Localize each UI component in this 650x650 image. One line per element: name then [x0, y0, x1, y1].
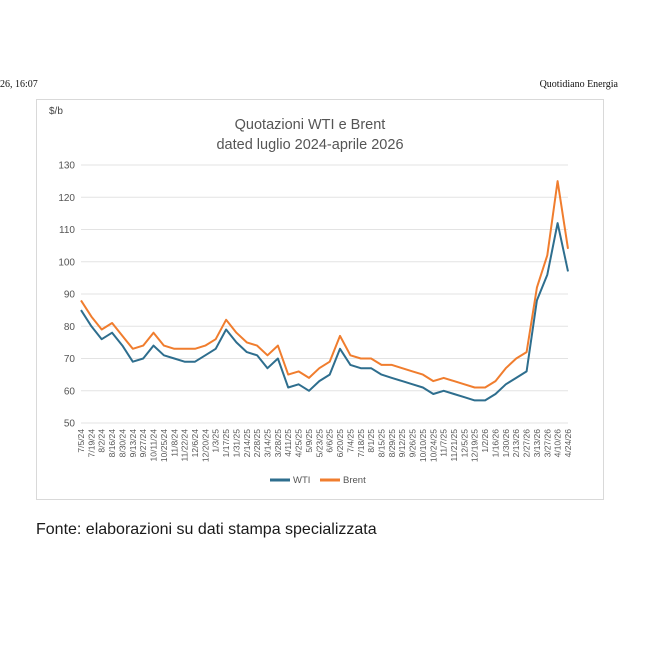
source-caption: Fonte: elaborazioni su dati stampa speci… — [36, 521, 377, 538]
x-axis-ticks: 7/5/24 7/19/24 8/2/24 8/16/24 8/30/24 9/13/24… — [76, 429, 573, 462]
x-tick-label: 1/16/26 — [490, 429, 500, 458]
series-line-wti — [80, 222, 569, 402]
y-tick-label: 60 — [64, 386, 76, 397]
x-tick-label: 2/27/26 — [522, 429, 532, 458]
x-tick-label: 7/4/25 — [345, 429, 355, 453]
x-tick-label: 3/14/25 — [263, 429, 273, 458]
x-tick-label: 8/16/24 — [107, 429, 117, 458]
x-tick-label: 5/9/25 — [304, 429, 314, 453]
x-tick-label: 1/31/25 — [231, 429, 241, 458]
x-tick-label: 9/26/25 — [408, 429, 418, 458]
x-tick-label: 12/5/25 — [459, 429, 469, 458]
y-tick-label: 80 — [64, 322, 76, 333]
x-tick-label: 12/6/24 — [190, 429, 200, 458]
x-tick-label: 10/24/25 — [428, 429, 438, 462]
x-tick-label: 10/25/24 — [159, 429, 169, 462]
x-tick-label: 11/21/25 — [449, 429, 459, 462]
y-tick-label: 120 — [58, 193, 75, 204]
x-tick-label: 9/12/25 — [397, 429, 407, 458]
y-tick-label: 100 — [58, 257, 75, 268]
x-tick-label: 9/13/24 — [128, 429, 138, 458]
x-tick-label: 1/30/26 — [501, 429, 511, 458]
header-timestamp: 26, 16:07 — [0, 79, 38, 90]
chart-container: $/b Quotazioni WTI e Brent dated luglio … — [36, 99, 604, 500]
x-tick-label: 7/5/24 — [76, 429, 86, 453]
x-tick-label: 1/17/25 — [221, 429, 231, 458]
x-tick-label: 12/20/24 — [200, 429, 210, 462]
x-tick-label: 10/11/24 — [149, 429, 159, 462]
x-tick-label: 1/2/26 — [480, 429, 490, 453]
x-tick-label: 8/2/24 — [97, 429, 107, 453]
x-tick-label: 2/14/25 — [242, 429, 252, 458]
series-line-brent — [80, 180, 569, 389]
x-tick-label: 12/19/25 — [470, 429, 480, 462]
grid — [81, 164, 568, 424]
x-tick-label: 7/19/24 — [86, 429, 96, 458]
x-tick-label: 7/18/25 — [356, 429, 366, 458]
line-chart: $/b Quotazioni WTI e Brent dated luglio … — [49, 106, 573, 486]
x-tick-label: 1/3/25 — [211, 429, 221, 453]
x-tick-label: 9/27/24 — [138, 429, 148, 458]
x-tick-label: 8/29/25 — [387, 429, 397, 458]
x-tick-label: 4/10/26 — [553, 429, 563, 458]
x-tick-label: 5/23/25 — [314, 429, 324, 458]
x-tick-label: 2/28/25 — [252, 429, 262, 458]
x-tick-label: 8/15/25 — [376, 429, 386, 458]
legend-label-brent: Brent — [343, 475, 366, 486]
x-tick-label: 10/10/25 — [418, 429, 428, 462]
y-tick-label: 70 — [64, 354, 76, 365]
y-axis-ticks: 50 60 70 80 90 100 110 120 130 — [58, 161, 75, 430]
x-tick-label: 8/30/24 — [117, 429, 127, 458]
y-tick-label: 110 — [59, 225, 75, 236]
chart-title: Quotazioni WTI e Brent — [235, 117, 386, 133]
x-tick-label: 6/6/25 — [325, 429, 335, 453]
series — [80, 180, 569, 402]
x-tick-label: 11/22/24 — [180, 429, 190, 462]
y-tick-label: 130 — [58, 161, 75, 172]
x-tick-label: 3/27/26 — [542, 429, 552, 458]
y-tick-label: 90 — [64, 290, 76, 301]
x-tick-label: 2/13/26 — [511, 429, 521, 458]
x-tick-label: 4/24/26 — [563, 429, 573, 458]
x-tick-label: 6/20/25 — [335, 429, 345, 458]
x-tick-label: 3/13/26 — [532, 429, 542, 458]
x-tick-label: 11/8/24 — [169, 429, 179, 457]
x-tick-label: 8/1/25 — [366, 429, 376, 453]
legend: WTI Brent — [270, 475, 366, 486]
x-tick-label: 11/7/25 — [439, 429, 449, 457]
chart-subtitle: dated luglio 2024-aprile 2026 — [216, 137, 403, 153]
x-tick-label: 4/25/25 — [294, 429, 304, 458]
y-tick-label: 50 — [64, 419, 76, 430]
y-axis-label: $/b — [49, 106, 63, 117]
legend-label-wti: WTI — [293, 475, 310, 486]
x-tick-label: 3/28/25 — [273, 429, 283, 458]
x-tick-label: 4/11/25 — [283, 429, 293, 457]
header-source: Quotidiano Energia — [539, 79, 618, 90]
